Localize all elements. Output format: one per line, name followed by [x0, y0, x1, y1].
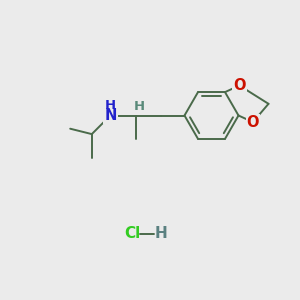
Text: O: O [247, 115, 259, 130]
Text: H: H [134, 100, 146, 113]
Text: H: H [154, 226, 167, 242]
Text: N: N [104, 108, 117, 123]
Text: Cl: Cl [124, 226, 140, 242]
Text: H: H [105, 99, 116, 112]
Text: O: O [233, 78, 246, 93]
